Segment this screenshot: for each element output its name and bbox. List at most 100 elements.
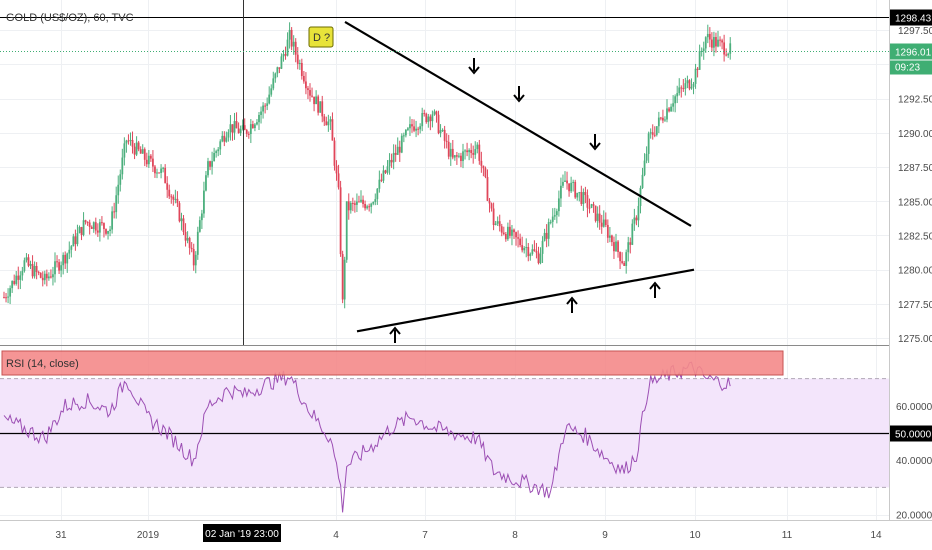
candle-body	[115, 195, 118, 213]
candle-body	[321, 101, 324, 117]
price-tick-label: 1285.00	[898, 197, 932, 208]
overlay	[0, 0, 889, 345]
candle-body	[60, 265, 63, 271]
candle-body	[160, 168, 162, 173]
candle-body	[557, 198, 560, 212]
candle-body	[543, 232, 546, 241]
arrow-down-icon[interactable]	[468, 58, 480, 75]
candle-body	[668, 108, 670, 112]
candle-body	[480, 160, 483, 166]
candle-body	[290, 29, 293, 47]
candle-body	[560, 185, 562, 199]
rsi-axis[interactable]: 60.0000 40.0000 20.0000	[896, 402, 932, 522]
candle-body	[431, 114, 434, 122]
trendline-lower[interactable]	[356, 268, 695, 333]
candle-body	[617, 241, 619, 252]
candle-body	[637, 205, 640, 221]
candle-body	[64, 254, 67, 264]
candle-body	[7, 296, 9, 298]
candle-body	[398, 146, 401, 153]
candle-body	[435, 111, 438, 115]
candle-body	[492, 208, 495, 225]
candle-body	[288, 29, 291, 40]
candle-body	[443, 129, 446, 141]
candle-body	[119, 174, 122, 185]
candle-body	[88, 222, 91, 227]
candle-body	[345, 201, 348, 260]
candle-body	[396, 146, 399, 155]
candle-body	[500, 226, 503, 233]
candle-body	[256, 122, 258, 125]
candle-body	[302, 75, 305, 82]
candle-body	[147, 155, 150, 165]
candle-body	[374, 199, 377, 203]
rsi-title-box[interactable]: RSI (14, close)	[1, 350, 784, 376]
candle-body	[421, 113, 424, 127]
candle-body	[156, 172, 158, 174]
candle-body	[523, 248, 526, 251]
candle-body	[606, 224, 609, 238]
candle-body	[629, 242, 632, 245]
time-tick-label: 10	[689, 530, 701, 541]
arrow-up-icon[interactable]	[649, 281, 661, 298]
chart-marker[interactable]: D ?	[308, 26, 334, 48]
candle-body	[203, 190, 205, 214]
time-tick-label: 8	[512, 530, 518, 541]
candle-body	[145, 159, 148, 165]
candle-body	[445, 140, 448, 142]
candle-body	[54, 261, 56, 275]
candle-body	[353, 203, 356, 205]
candle-body	[533, 249, 536, 251]
arrow-down-icon[interactable]	[589, 134, 601, 151]
candle-body	[682, 88, 685, 90]
rsi-band	[0, 378, 889, 488]
last-price-badge: 1296.01	[890, 43, 932, 60]
candle-body	[43, 273, 46, 281]
candle-body	[562, 181, 564, 186]
candle-body	[94, 222, 97, 231]
candle-body	[592, 204, 595, 206]
candle-body	[539, 253, 542, 264]
countdown-badge: 09:23	[890, 60, 932, 75]
candle-body	[590, 204, 593, 208]
candle-body	[286, 39, 289, 56]
candle-body	[103, 223, 105, 230]
candle-body	[572, 181, 575, 183]
rsi-50-badge: 50.0000	[890, 425, 932, 442]
candle-body	[372, 202, 375, 204]
time-tick-label: 14	[870, 530, 882, 541]
candle-body	[411, 124, 413, 127]
candle-body	[162, 167, 165, 169]
candle-body	[600, 222, 603, 227]
time-axis[interactable]: 31 2019 4 7 8 9 10 11 14	[0, 520, 932, 542]
arrow-up-icon[interactable]	[389, 326, 401, 343]
candle-body	[52, 274, 54, 278]
candle-body	[141, 149, 144, 154]
trendline-upper[interactable]	[344, 20, 692, 227]
candle-body	[113, 211, 116, 213]
candle-body	[729, 43, 732, 54]
candle-body	[296, 54, 299, 64]
arrow-down-icon[interactable]	[513, 86, 525, 103]
candle-body	[56, 261, 58, 263]
candle-body	[472, 153, 475, 155]
svg-text:50.0000: 50.0000	[895, 430, 932, 441]
candle-body	[551, 216, 554, 222]
candle-body	[329, 119, 332, 122]
candle-body	[251, 124, 254, 129]
candle-body	[360, 199, 362, 202]
candle-body	[82, 220, 85, 235]
candle-body	[131, 139, 134, 147]
candle-body	[105, 229, 107, 234]
candle-body	[715, 37, 717, 47]
candle-body	[133, 146, 136, 155]
candle-body	[602, 219, 605, 227]
candle-body	[366, 206, 369, 209]
arrow-up-icon[interactable]	[566, 296, 578, 313]
candle-body	[604, 219, 607, 225]
candle-body	[339, 187, 342, 255]
candle-body	[319, 101, 322, 113]
candle-body	[727, 53, 730, 56]
crosshair-time-badge: 02 Jan '19 23:00	[203, 524, 281, 542]
candle-body	[72, 236, 75, 247]
